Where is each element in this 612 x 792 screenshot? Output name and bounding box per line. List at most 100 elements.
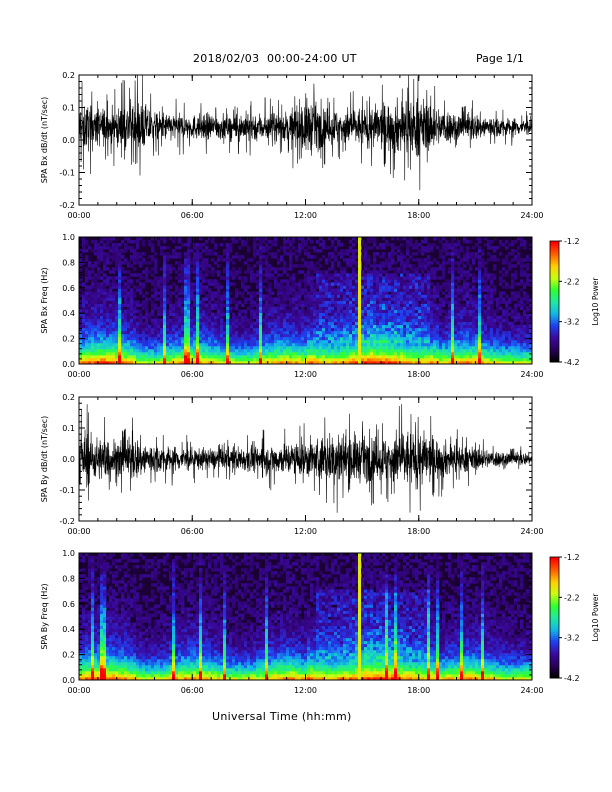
- heatmap-cell: [157, 327, 161, 332]
- heatmap-cell: [415, 294, 419, 298]
- heatmap-cell: [154, 330, 158, 335]
- heatmap-cell: [343, 282, 347, 286]
- heatmap-cell: [292, 315, 296, 320]
- heatmap-cell: [460, 288, 464, 292]
- heatmap-cell: [280, 351, 284, 356]
- heatmap-cell: [271, 324, 275, 329]
- heatmap-cell: [340, 276, 344, 280]
- heatmap-cell: [115, 297, 119, 301]
- heatmap-cell: [241, 321, 245, 326]
- heatmap-cell: [439, 252, 443, 256]
- heatmap-cell: [214, 270, 218, 274]
- heatmap-cell: [304, 261, 308, 265]
- heatmap-cell: [118, 249, 122, 253]
- heatmap-cell: [385, 321, 389, 326]
- heatmap-cell: [400, 288, 404, 292]
- heatmap-cell: [391, 357, 395, 362]
- heatmap-cell: [388, 276, 392, 280]
- heatmap-cell: [88, 357, 92, 362]
- heatmap-cell: [292, 318, 296, 323]
- heatmap-cell: [82, 324, 86, 329]
- heatmap-cell: [367, 330, 371, 335]
- heatmap-cell: [328, 339, 332, 344]
- heatmap-cell: [121, 261, 125, 265]
- heatmap-cell: [337, 252, 341, 256]
- heatmap-cell: [166, 300, 170, 304]
- heatmap-cell: [97, 348, 101, 353]
- heatmap-cell: [286, 330, 290, 335]
- heatmap-cell: [316, 270, 320, 274]
- heatmap-cell: [193, 315, 197, 320]
- heatmap-cell: [436, 285, 440, 289]
- heatmap-cell: [187, 354, 191, 359]
- heatmap-cell: [211, 312, 215, 317]
- heatmap-cell: [469, 240, 473, 244]
- heatmap-cell: [469, 264, 473, 268]
- heatmap-cell: [376, 276, 380, 280]
- heatmap-cell: [160, 282, 164, 286]
- heatmap-cell: [256, 354, 260, 359]
- heatmap-cell: [256, 357, 260, 362]
- heatmap-cell: [313, 303, 317, 307]
- heatmap-cell: [193, 282, 197, 286]
- heatmap-cell: [499, 333, 503, 338]
- heatmap-cell: [241, 282, 245, 286]
- heatmap-cell: [412, 285, 416, 289]
- heatmap-cell: [196, 285, 200, 289]
- heatmap-cell: [457, 285, 461, 289]
- heatmap-cell: [382, 318, 386, 323]
- heatmap-cell: [226, 345, 230, 350]
- heatmap-cell: [97, 333, 101, 338]
- heatmap-cell: [505, 360, 509, 365]
- heatmap-cell: [502, 291, 506, 295]
- heatmap-cell: [487, 351, 491, 356]
- heatmap-cell: [226, 300, 230, 304]
- heatmap-cell: [298, 249, 302, 253]
- heatmap-cell: [358, 264, 362, 268]
- heatmap-cell: [253, 351, 257, 356]
- heatmap-cell: [493, 255, 497, 259]
- heatmap-cell: [295, 309, 299, 313]
- heatmap-cell: [196, 309, 200, 313]
- heatmap-cell: [166, 357, 170, 362]
- heatmap-cell: [331, 267, 335, 271]
- heatmap-cell: [442, 246, 446, 250]
- heatmap-cell: [493, 345, 497, 350]
- heatmap-cell: [103, 279, 107, 283]
- heatmap-cell: [82, 297, 86, 301]
- heatmap-cell: [325, 261, 329, 265]
- heatmap-cell: [208, 291, 212, 295]
- heatmap-cell: [391, 360, 395, 365]
- heatmap-cell: [388, 324, 392, 329]
- heatmap-cell: [439, 348, 443, 353]
- heatmap-cell: [199, 333, 203, 338]
- heatmap-cell: [427, 303, 431, 307]
- heatmap-cell: [385, 339, 389, 344]
- heatmap-cell: [268, 357, 272, 362]
- heatmap-cell: [283, 342, 287, 347]
- heatmap-cell: [346, 303, 350, 307]
- heatmap-cell: [454, 246, 458, 250]
- heatmap-cell: [157, 291, 161, 295]
- heatmap-cell: [424, 354, 428, 359]
- heatmap-cell: [298, 336, 302, 341]
- heatmap-cell: [304, 339, 308, 344]
- heatmap-cell: [109, 276, 113, 280]
- heatmap-cell: [151, 303, 155, 307]
- heatmap-cell: [313, 276, 317, 280]
- heatmap-cell: [493, 357, 497, 362]
- heatmap-cell: [436, 306, 440, 310]
- heatmap-cell: [295, 360, 299, 365]
- heatmap-cell: [205, 303, 209, 307]
- heatmap-cell: [106, 345, 110, 350]
- heatmap-cell: [112, 336, 116, 341]
- heatmap-cell: [415, 312, 419, 317]
- heatmap-cell: [508, 357, 512, 362]
- heatmap-cell: [181, 306, 185, 310]
- heatmap-cell: [418, 360, 422, 365]
- heatmap-cell: [469, 321, 473, 326]
- heatmap-cell: [418, 294, 422, 298]
- heatmap-cell: [292, 294, 296, 298]
- heatmap-cell: [169, 354, 173, 359]
- heatmap-cell: [424, 360, 428, 365]
